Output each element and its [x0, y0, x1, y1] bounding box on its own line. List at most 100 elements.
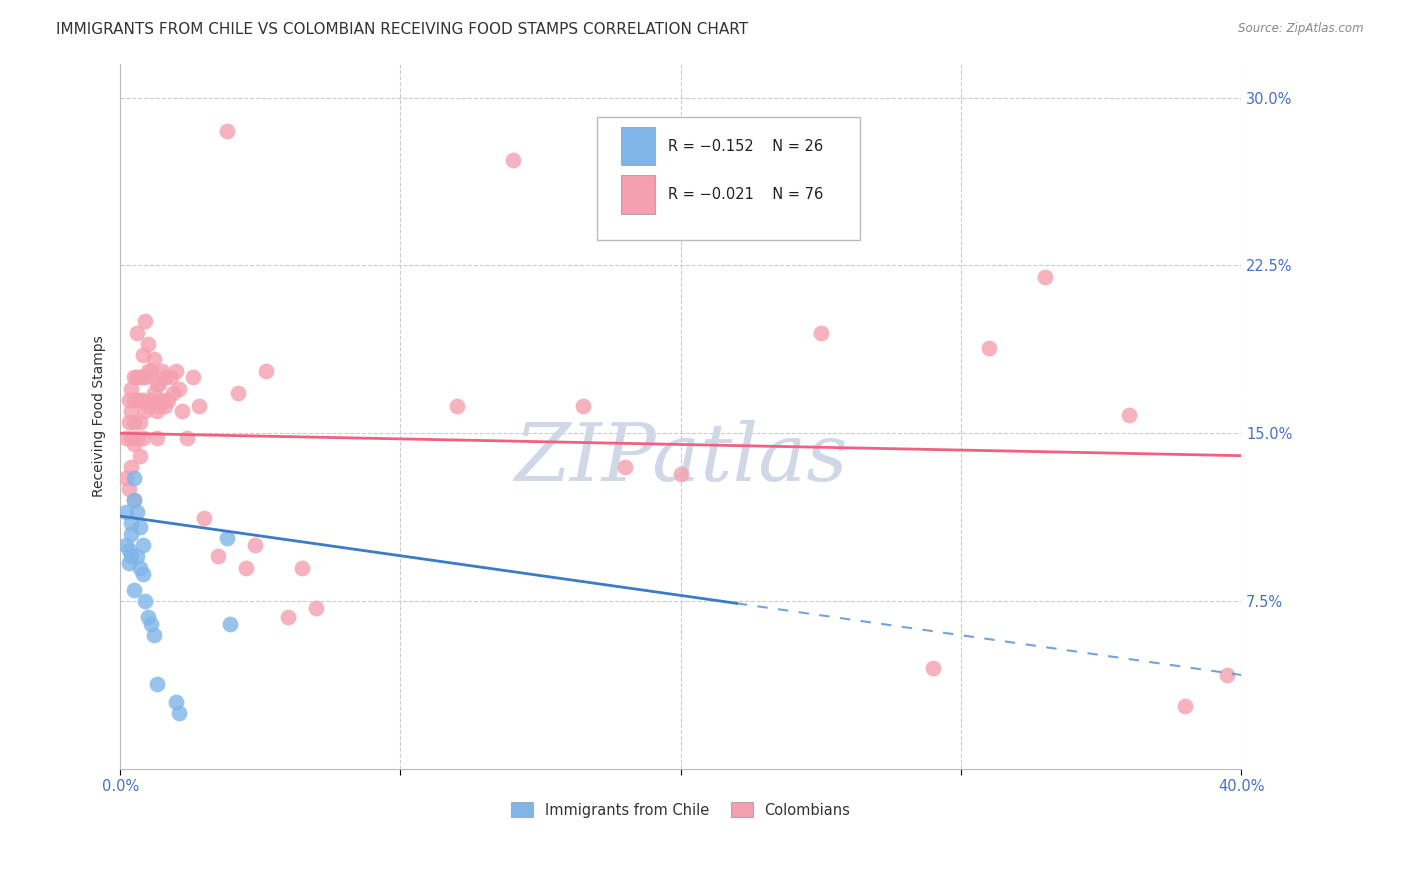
Point [613, 225, 636, 239]
Point [159, 370, 181, 384]
Point [114, 431, 136, 445]
Point [167, 382, 190, 396]
Point [117, 556, 139, 570]
Point [1033, 269, 1056, 284]
Point [176, 431, 198, 445]
Text: R = −0.021    N = 76: R = −0.021 N = 76 [668, 186, 824, 202]
Point [122, 471, 145, 485]
Point [165, 364, 187, 378]
Point [122, 392, 145, 407]
Point [226, 386, 249, 401]
Point [128, 370, 150, 384]
FancyBboxPatch shape [621, 175, 655, 213]
Point [134, 404, 156, 418]
Point [167, 706, 190, 720]
Point [305, 600, 328, 615]
Point [122, 582, 145, 597]
Point [134, 594, 156, 608]
Point [193, 511, 215, 525]
Point [117, 542, 139, 557]
Point [1216, 668, 1239, 682]
Point [120, 382, 142, 396]
Point [134, 370, 156, 384]
Point [142, 628, 165, 642]
Point [128, 520, 150, 534]
Point [669, 467, 692, 481]
Point [131, 348, 153, 362]
Point [114, 538, 136, 552]
Point [187, 400, 209, 414]
Point [142, 386, 165, 401]
Point [215, 124, 238, 138]
Point [162, 386, 184, 401]
Point [922, 661, 945, 675]
Point [117, 482, 139, 496]
Point [446, 400, 468, 414]
Point [122, 415, 145, 429]
Point [131, 538, 153, 552]
Point [125, 505, 148, 519]
Point [277, 609, 299, 624]
Point [120, 516, 142, 530]
Point [153, 400, 176, 414]
Y-axis label: Receiving Food Stamps: Receiving Food Stamps [93, 335, 107, 498]
Point [145, 377, 167, 392]
Point [128, 415, 150, 429]
Text: ZIPatlas: ZIPatlas [515, 420, 848, 498]
Point [502, 153, 524, 168]
Point [114, 471, 136, 485]
Point [128, 449, 150, 463]
Point [131, 392, 153, 407]
Point [150, 364, 173, 378]
Point [134, 314, 156, 328]
Point [145, 677, 167, 691]
Point [810, 326, 832, 340]
Point [170, 404, 193, 418]
FancyBboxPatch shape [621, 127, 655, 166]
Point [117, 415, 139, 429]
Point [136, 609, 159, 624]
Text: Source: ZipAtlas.com: Source: ZipAtlas.com [1239, 22, 1364, 36]
Legend: Immigrants from Chile, Colombians: Immigrants from Chile, Colombians [503, 795, 858, 825]
Point [150, 392, 173, 407]
Point [120, 404, 142, 418]
Point [145, 404, 167, 418]
Point [291, 560, 314, 574]
Point [120, 527, 142, 541]
Point [139, 392, 162, 407]
Point [254, 364, 277, 378]
Point [977, 341, 1000, 355]
Point [125, 326, 148, 340]
Point [131, 431, 153, 445]
Point [122, 370, 145, 384]
Point [613, 459, 636, 474]
Point [125, 431, 148, 445]
Point [571, 400, 593, 414]
Point [136, 364, 159, 378]
Point [125, 549, 148, 564]
Point [117, 392, 139, 407]
Point [120, 431, 142, 445]
Point [156, 392, 179, 407]
Text: IMMIGRANTS FROM CHILE VS COLOMBIAN RECEIVING FOOD STAMPS CORRELATION CHART: IMMIGRANTS FROM CHILE VS COLOMBIAN RECEI… [56, 22, 748, 37]
Point [139, 616, 162, 631]
Point [148, 377, 170, 392]
Point [122, 493, 145, 508]
Point [207, 549, 229, 564]
Point [131, 370, 153, 384]
Point [128, 560, 150, 574]
Point [128, 392, 150, 407]
Point [139, 364, 162, 378]
Point [148, 400, 170, 414]
Point [131, 567, 153, 582]
Point [142, 352, 165, 367]
Point [125, 392, 148, 407]
Point [136, 400, 159, 414]
Point [125, 370, 148, 384]
FancyBboxPatch shape [596, 117, 860, 240]
Point [235, 560, 257, 574]
Point [153, 370, 176, 384]
Point [181, 370, 204, 384]
Point [218, 616, 240, 631]
Point [120, 459, 142, 474]
